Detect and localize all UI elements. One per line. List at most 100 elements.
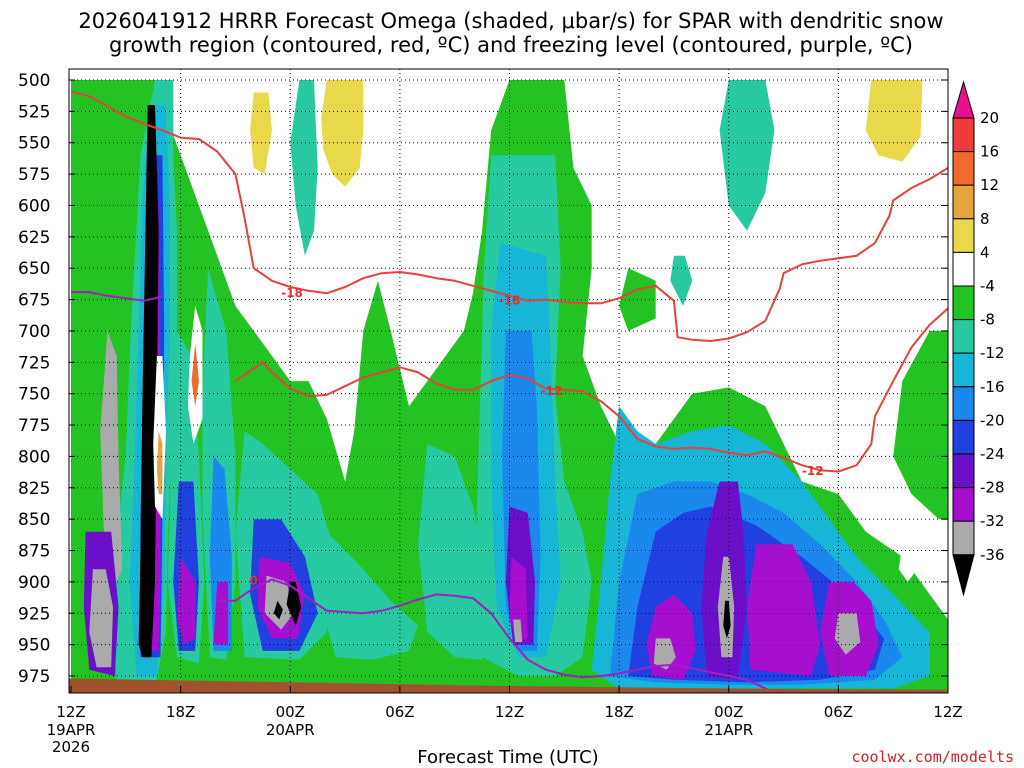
y-tick-label: 725	[18, 353, 50, 373]
omega-region--36	[723, 600, 731, 639]
colorbar-label: 12	[980, 176, 999, 194]
colorbar-label: -24	[980, 445, 1005, 463]
temp-contour--18	[70, 90, 948, 342]
colorbar-label: 20	[980, 109, 999, 127]
colorbar-label: -28	[980, 479, 1005, 497]
y-tick-label: 675	[18, 291, 50, 311]
colorbar-bin	[952, 520, 975, 556]
omega-region-8	[250, 92, 272, 175]
colorbar-bin	[952, 184, 975, 220]
x-tick-label: 12Z	[56, 703, 85, 721]
freezing-level-contour	[217, 578, 782, 693]
omega-region-12	[156, 431, 163, 495]
x-tick-label: 18Z	[166, 703, 195, 721]
y-tick-label: 975	[18, 667, 50, 687]
colorbar-bin	[952, 319, 975, 354]
colorbar-bin	[952, 151, 975, 186]
y-tick-label: 500	[18, 71, 50, 91]
colorbar: 20 16 12 8 4 -4 -8 -12 -16 -20 -24 -28 -32 -36	[952, 80, 1005, 597]
y-tick-label: 750	[18, 385, 50, 405]
plot-area: -18 -18 -12 -12 0	[69, 69, 948, 693]
colorbar-bottom-arrow	[952, 554, 975, 597]
x-tick-label: 12Z	[933, 703, 962, 721]
x-tick-label: 00Z	[714, 703, 743, 721]
colorbar-bin	[952, 352, 975, 388]
omega-region--28	[177, 556, 196, 645]
y-tick-label: 900	[18, 573, 50, 593]
colorbar-label: 16	[980, 143, 999, 161]
omega-region-4	[898, 544, 917, 582]
y-tick-label: 850	[18, 510, 50, 530]
omega-region--8	[290, 80, 318, 256]
y-tick-label: 825	[18, 479, 50, 499]
colorbar-label: 4	[980, 243, 990, 261]
gridlines	[69, 69, 948, 693]
omega-region--36	[273, 600, 283, 620]
x-tick-sublabel: 21APR	[704, 721, 753, 739]
y-tick-label: 575	[18, 165, 50, 185]
y-tick-label: 525	[18, 102, 50, 122]
omega-region--32	[653, 638, 676, 670]
colorbar-bin	[952, 453, 975, 489]
y-tick-label: 875	[18, 542, 50, 562]
colorbar-bin	[952, 419, 975, 455]
omega-region--28	[213, 581, 229, 645]
omega-region-4	[615, 330, 638, 407]
chart-title-line2: growth region (contoured, red, ºC) and f…	[109, 33, 913, 57]
colorbar-bin	[952, 218, 975, 253]
omega-region-4	[756, 230, 821, 407]
omega-region--4	[71, 80, 154, 482]
colorbar-bin	[952, 285, 975, 321]
chart-title-line1: 2026041912 HRRR Forecast Omega (shaded, …	[78, 9, 943, 33]
colorbar-label: 8	[980, 210, 990, 228]
y-tick-label: 775	[18, 416, 50, 436]
colorbar-bin	[952, 251, 975, 287]
colorbar-label: -32	[980, 512, 1005, 530]
contour-label: -12	[541, 384, 563, 398]
colorbar-bin	[952, 117, 975, 153]
x-tick-label: 00Z	[276, 703, 305, 721]
colorbar-label: -16	[980, 378, 1005, 396]
omega-region--4	[893, 330, 948, 520]
omega-region--8	[321, 531, 419, 660]
colorbar-bin	[952, 487, 975, 522]
omega-region-8	[321, 80, 364, 187]
colorbar-label: -12	[980, 344, 1005, 362]
omega-region--32	[100, 330, 123, 595]
x-tick-label: 12Z	[495, 703, 524, 721]
y-tick-label: 800	[18, 447, 50, 467]
temperature-contours	[70, 90, 948, 693]
freezing-level-contour	[71, 291, 163, 302]
colorbar-label: -36	[980, 546, 1005, 564]
x-tick-label: 06Z	[824, 703, 853, 721]
y-tick-label: 600	[18, 196, 50, 216]
contour-label: 0	[250, 573, 258, 587]
x-tick-label: 06Z	[385, 703, 414, 721]
x-tick-label: 18Z	[604, 703, 633, 721]
y-tick-label: 925	[18, 604, 50, 624]
omega-region--8	[670, 255, 693, 306]
y-tick-label: 950	[18, 636, 50, 656]
omega-region-16	[191, 343, 199, 407]
y-tick-label: 550	[18, 134, 50, 154]
colorbar-bin	[952, 386, 975, 421]
x-tick-sublabel: 2026	[52, 738, 90, 756]
omega-region--32	[89, 569, 113, 668]
temp-contour--12	[234, 307, 948, 473]
colorbar-label: -20	[980, 411, 1005, 429]
contour-label: -18	[499, 294, 521, 308]
omega-region-4	[451, 80, 492, 149]
contour-label: -12	[802, 464, 824, 478]
x-tick-sublabel: 19APR	[47, 721, 96, 739]
omega-region--28	[747, 544, 821, 676]
omega-region--8	[719, 80, 775, 231]
omega-region--8	[418, 443, 488, 660]
y-tick-label: 650	[18, 259, 50, 279]
colorbar-label: -8	[980, 311, 995, 329]
x-axis-title: Forecast Time (UTC)	[417, 747, 598, 768]
colorbar-top-arrow	[952, 80, 975, 119]
omega-region--32	[264, 575, 294, 630]
contour-labels: -18 -18 -12 -12 0	[250, 286, 824, 587]
